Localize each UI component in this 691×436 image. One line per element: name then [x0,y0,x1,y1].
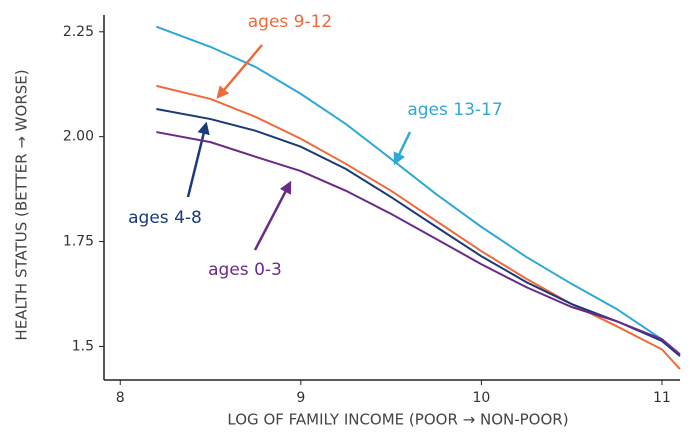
series-line [156,25,681,356]
annotation-arrow [186,121,210,198]
x-tick-label: 8 [116,390,125,406]
y-axis-title: HEALTH STATUS (BETTER → WORSE) [13,69,31,340]
y-tick-label: 2.00 [63,129,94,145]
annotation-arrow [253,180,292,251]
x-tick-label: 9 [296,390,305,406]
x-axis-title: LOG OF FAMILY INCOME (POOR → NON-POOR) [227,411,568,429]
y-tick-label: 2.25 [63,24,94,40]
y-tick-label: 1.5 [72,338,94,354]
series-line [156,84,681,370]
series-label: ages 4-8 [128,208,202,228]
annotation-arrow [393,131,412,166]
x-tick-label: 11 [653,390,671,406]
series-label: ages 13-17 [407,100,502,120]
series-line [156,131,681,356]
series-label: ages 0-3 [208,260,282,280]
series-label: ages 9-12 [248,12,333,32]
annotation-arrow [216,44,263,99]
x-tick-label: 10 [472,390,490,406]
y-tick-label: 1.75 [63,234,94,250]
